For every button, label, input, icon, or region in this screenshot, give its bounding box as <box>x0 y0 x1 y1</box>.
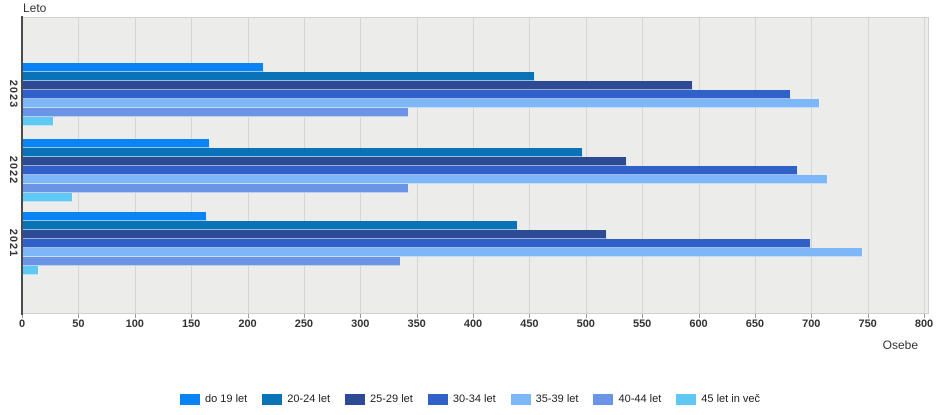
x-tick-label: 750 <box>858 318 877 330</box>
legend-item-40-44-let: 40-44 let <box>593 393 661 405</box>
x-tick-label: 200 <box>238 318 257 330</box>
bar-2022-45-let-in-več <box>22 193 73 202</box>
category-label-2023: 2023 <box>7 79 19 108</box>
bar-2023-20-24-let <box>22 72 535 81</box>
legend-item-do-19-let: do 19 let <box>180 393 247 405</box>
x-tick-label: 400 <box>463 318 483 330</box>
legend-swatch <box>510 393 531 405</box>
x-tick-mark <box>473 314 474 318</box>
bar-2023-35-39-let <box>22 99 821 108</box>
bar-2022-35-39-let <box>22 175 829 184</box>
y-axis-title: Leto <box>23 1 47 15</box>
legend-label: 40-44 let <box>618 393 662 405</box>
x-tick-mark <box>303 314 305 318</box>
x-tick-mark <box>529 314 531 318</box>
x-tick-mark <box>191 314 193 318</box>
legend-item-35-39-let: 35-39 let <box>510 393 579 405</box>
x-tick-label: 50 <box>72 318 85 330</box>
bar-2021-40-44-let <box>22 257 401 266</box>
category-label-2022: 2022 <box>7 155 19 184</box>
x-tick-label: 150 <box>181 318 201 330</box>
x-tick-mark <box>78 314 80 318</box>
legend-swatch <box>262 393 283 405</box>
legend-label: 20-24 let <box>287 393 331 405</box>
bar-2022-40-44-let <box>22 184 409 193</box>
bar-group-2023 <box>22 63 928 126</box>
bar-2022-do-19-let <box>22 139 211 148</box>
x-tick-mark <box>416 314 418 318</box>
bar-2022-25-29-let <box>22 157 628 166</box>
x-tick-label: 550 <box>632 318 652 330</box>
bar-2021-20-24-let <box>22 221 519 230</box>
bar-group-2021 <box>22 212 928 275</box>
x-tick-mark <box>642 314 644 318</box>
x-tick-mark <box>924 314 925 318</box>
x-tick-mark <box>867 314 869 318</box>
bar-2023-45-let-in-več <box>22 117 54 126</box>
y-axis-line <box>21 16 23 315</box>
legend-item-20-24-let: 20-24 let <box>262 393 330 405</box>
category-label-2021: 2021 <box>7 228 19 257</box>
x-tick-label: 650 <box>745 318 765 330</box>
legend-swatch <box>345 393 366 405</box>
x-tick-label: 350 <box>407 318 426 330</box>
legend-label: 30-34 let <box>452 393 496 405</box>
plot-area <box>22 17 929 314</box>
legend-swatch <box>593 393 614 405</box>
x-tick-mark <box>754 314 756 318</box>
gridline <box>754 18 756 313</box>
gridline <box>867 18 869 313</box>
legend-item-45-let-in-več: 45 let in več <box>676 393 760 405</box>
x-tick-mark <box>811 314 813 318</box>
bar-2023-40-44-let <box>22 108 409 117</box>
bar-2023-30-34-let <box>22 90 791 99</box>
bar-2021-30-34-let <box>22 239 812 248</box>
legend-swatch <box>427 393 448 405</box>
bar-2021-25-29-let <box>22 230 608 239</box>
x-tick-label: 800 <box>914 318 934 330</box>
x-tick-mark <box>698 314 700 318</box>
bar-2022-20-24-let <box>22 148 584 157</box>
legend-swatch <box>676 393 697 405</box>
legend-item-30-34-let: 30-34 let <box>427 393 496 405</box>
bar-2021-do-19-let <box>22 212 207 221</box>
legend-swatch <box>180 393 201 405</box>
x-tick-label: 450 <box>520 318 539 330</box>
x-tick-mark <box>22 314 23 318</box>
legend: do 19 let 20-24 let 25-29 let 30-34 let 35-3… <box>0 393 940 405</box>
x-tick-label: 100 <box>125 318 144 330</box>
x-axis-title: Osebe <box>882 338 918 352</box>
bar-2023-do-19-let <box>22 63 265 72</box>
x-tick-mark <box>360 314 362 318</box>
x-tick-label: 600 <box>689 318 708 330</box>
gridline <box>698 18 700 313</box>
bar-2023-25-29-let <box>22 81 693 90</box>
gridline <box>924 18 925 313</box>
legend-label: 35-39 let <box>535 393 579 405</box>
bar-2021-35-39-let <box>22 248 864 257</box>
x-tick-label: 300 <box>351 318 370 330</box>
bar-2021-45-let-in-več <box>22 266 39 275</box>
x-tick-label: 700 <box>802 318 821 330</box>
gridline <box>642 18 644 313</box>
bar-group-2022 <box>22 139 928 202</box>
x-tick-mark <box>247 314 249 318</box>
legend-label: 45 let in več <box>701 393 760 405</box>
legend-item-25-29-let: 25-29 let <box>345 393 413 405</box>
x-tick-label: 250 <box>294 318 314 330</box>
x-tick-label: 0 <box>18 318 26 330</box>
legend-label: 25-29 let <box>370 393 413 405</box>
bar-2022-30-34-let <box>22 166 798 175</box>
x-tick-label: 500 <box>576 318 595 330</box>
x-tick-mark <box>134 314 136 318</box>
legend-label: do 19 let <box>205 393 248 405</box>
x-tick-mark <box>585 314 587 318</box>
gridline <box>811 18 813 313</box>
